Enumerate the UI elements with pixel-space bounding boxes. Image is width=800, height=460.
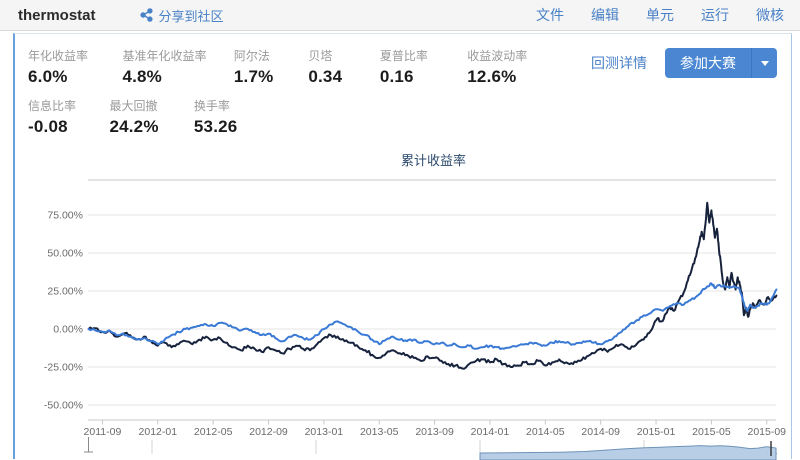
backtest-details-link[interactable]: 回测详情 xyxy=(591,55,647,71)
join-contest-split-button: 参加大赛 xyxy=(665,48,777,78)
menu-edit[interactable]: 编辑 xyxy=(591,7,619,23)
notebook-title: thermostat xyxy=(18,6,96,24)
menu-file[interactable]: 文件 xyxy=(536,7,564,23)
actions-bar: 回测详情 参加大赛 xyxy=(591,48,777,78)
stat-value: 24.2% xyxy=(109,117,159,136)
notebook-header: thermostat 分享到社区 文件 编辑 单元 运行 微核 xyxy=(0,0,800,31)
svg-text:0.00%: 0.00% xyxy=(53,324,83,336)
svg-text:25.00%: 25.00% xyxy=(47,286,83,298)
stat-sharpe-ratio: 夏普比率 0.16 xyxy=(380,47,463,87)
stat-max-drawdown: 最大回撤 24.2% xyxy=(109,97,189,137)
stat-value: -0.08 xyxy=(28,117,68,136)
join-contest-dropdown-button[interactable] xyxy=(751,48,777,78)
menu-cell[interactable]: 单元 xyxy=(646,7,674,23)
share-label: 分享到社区 xyxy=(158,8,224,24)
chevron-down-icon xyxy=(760,60,769,66)
menu-bar: 文件 编辑 单元 运行 微核 xyxy=(536,5,784,25)
stats-row-2: 信息比率 -0.08 最大回撤 24.2% 换手率 53.26 xyxy=(28,97,791,137)
svg-text:75.00%: 75.00% xyxy=(47,210,83,222)
stat-value: 4.8% xyxy=(122,67,163,86)
backtest-result-cell: 年化收益率 6.0% 基准年化收益率 4.8% 阿尔法 1.7% 贝塔 0.34… xyxy=(13,33,792,460)
svg-text:2015-09: 2015-09 xyxy=(747,426,786,438)
stat-value: 12.6% xyxy=(467,67,517,86)
svg-text:2013-05: 2013-05 xyxy=(360,426,399,438)
stat-label: 换手率 xyxy=(193,99,230,113)
stats-panel: 年化收益率 6.0% 基准年化收益率 4.8% 阿尔法 1.7% 贝塔 0.34… xyxy=(15,34,791,137)
menu-kernel[interactable]: 微核 xyxy=(756,7,784,23)
stat-beta: 贝塔 0.34 xyxy=(308,47,375,87)
svg-text:-50.00%: -50.00% xyxy=(44,400,83,412)
svg-text:2014-01: 2014-01 xyxy=(471,426,510,438)
svg-text:2014-09: 2014-09 xyxy=(581,426,620,438)
share-to-community-link[interactable]: 分享到社区 xyxy=(139,6,224,25)
svg-text:2012-05: 2012-05 xyxy=(194,426,233,438)
stat-return-volatility: 收益波动率 12.6% xyxy=(467,47,527,87)
stat-annualized-return: 年化收益率 6.0% xyxy=(28,47,118,87)
stat-value: 1.7% xyxy=(233,67,274,86)
svg-text:2015-01: 2015-01 xyxy=(637,426,676,438)
svg-text:2012-01: 2012-01 xyxy=(139,426,178,438)
stat-label: 阿尔法 xyxy=(233,49,270,63)
svg-text:50.00%: 50.00% xyxy=(47,248,83,260)
menu-run[interactable]: 运行 xyxy=(701,7,729,23)
stat-alpha: 阿尔法 1.7% xyxy=(234,47,304,87)
share-icon xyxy=(139,8,153,22)
stat-information-ratio: 信息比率 -0.08 xyxy=(28,97,105,137)
svg-text:2013-09: 2013-09 xyxy=(415,426,454,438)
svg-text:2015-05: 2015-05 xyxy=(692,426,731,438)
stat-value: 6.0% xyxy=(28,67,68,86)
svg-text:-25.00%: -25.00% xyxy=(44,362,83,374)
stat-label: 夏普比率 xyxy=(379,49,428,63)
stat-value: 0.16 xyxy=(379,67,414,86)
stat-label: 年化收益率 xyxy=(28,49,89,63)
stat-turnover-rate: 换手率 53.26 xyxy=(194,97,238,137)
stats-row-1: 年化收益率 6.0% 基准年化收益率 4.8% 阿尔法 1.7% 贝塔 0.34… xyxy=(28,47,791,87)
stat-label: 最大回撤 xyxy=(109,99,158,113)
cumulative-return-chart[interactable]: 75.00% 50.00% 25.00% 0.00% -25.00% -50.00% 201… xyxy=(0,140,800,460)
svg-text:2012-09: 2012-09 xyxy=(249,426,288,438)
svg-text:2011-09: 2011-09 xyxy=(84,426,122,438)
stat-value: 53.26 xyxy=(193,117,238,136)
stat-value: 0.34 xyxy=(308,67,343,86)
stat-label: 信息比率 xyxy=(28,99,77,113)
svg-text:2014-05: 2014-05 xyxy=(526,426,565,438)
join-contest-button[interactable]: 参加大赛 xyxy=(680,55,736,71)
stat-label: 收益波动率 xyxy=(467,49,528,63)
chart-title: 累计收益率 xyxy=(400,153,466,168)
svg-text:2013-01: 2013-01 xyxy=(305,426,344,438)
stat-label: 贝塔 xyxy=(308,49,333,63)
stat-benchmark-annualized-return: 基准年化收益率 4.8% xyxy=(122,47,229,87)
stat-label: 基准年化收益率 xyxy=(122,49,207,63)
